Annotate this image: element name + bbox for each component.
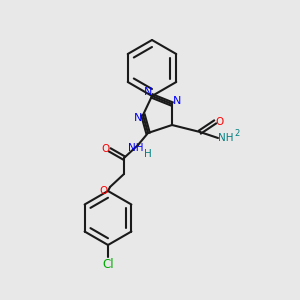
Text: O: O (100, 186, 108, 196)
Text: O: O (101, 144, 109, 154)
Text: 2: 2 (234, 128, 240, 137)
Text: O: O (216, 117, 224, 127)
Text: N: N (173, 96, 181, 106)
Text: N: N (144, 87, 152, 97)
Text: N: N (134, 113, 142, 123)
Text: NH: NH (128, 143, 144, 153)
Text: Cl: Cl (102, 259, 114, 272)
Text: H: H (144, 149, 152, 159)
Text: NH: NH (218, 133, 234, 143)
